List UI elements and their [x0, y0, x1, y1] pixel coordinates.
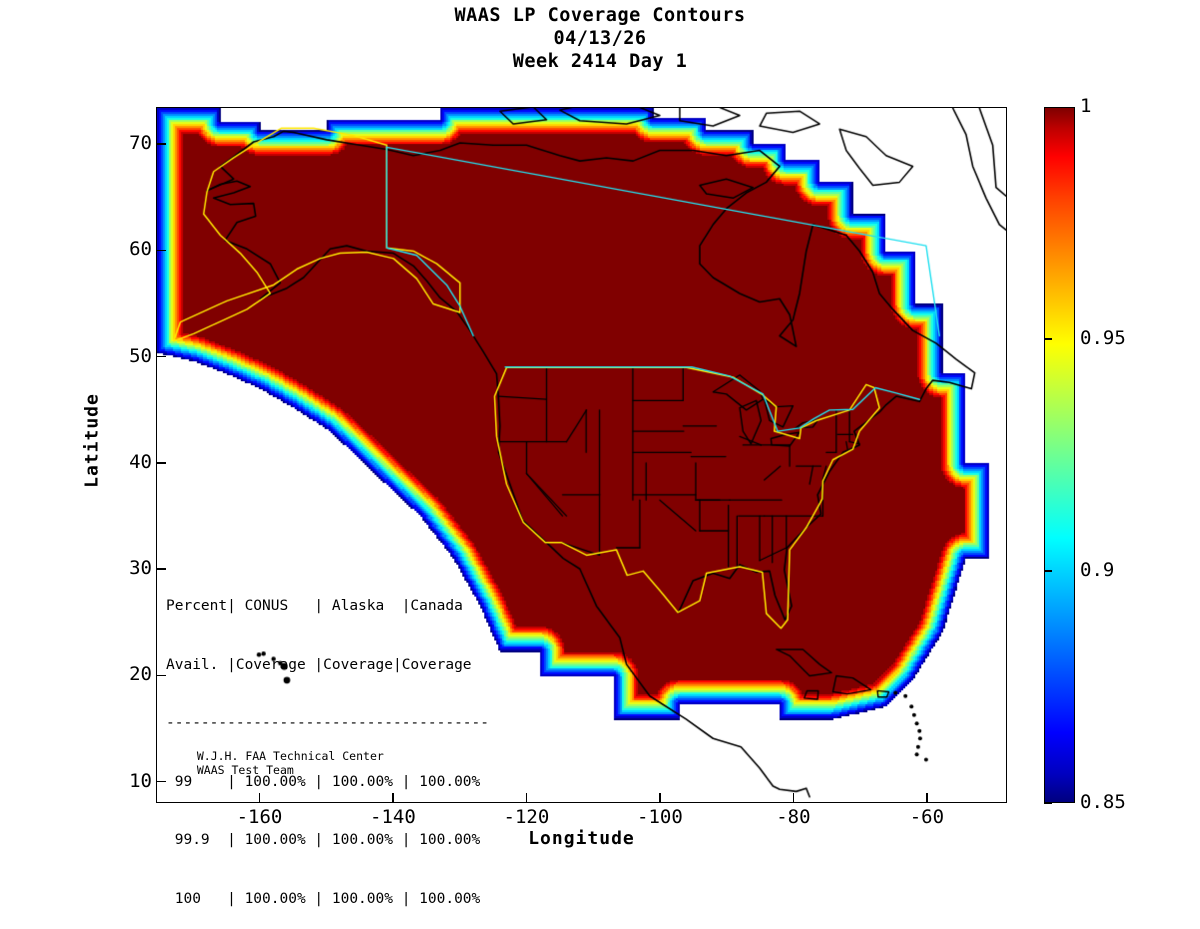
table-row: 99 | 100.00% | 100.00% | 100.00%: [166, 773, 481, 790]
y-axis-tick: [157, 462, 166, 464]
credit-line-1: W.J.H. FAA Technical Center: [196, 749, 384, 763]
y-axis-tick: [157, 674, 166, 677]
x-axis-tick-label: -140: [370, 806, 416, 828]
colorbar-tick-label: 0.9: [1080, 559, 1115, 581]
x-axis-tick-label: -120: [503, 806, 550, 828]
y-axis-tick: [157, 249, 166, 252]
title-block: WAAS LP Coverage Contours 04/13/26 Week …: [0, 4, 1200, 73]
y-axis-tick-label: 30: [129, 557, 152, 580]
table-header-row-2: Avail. |Coverage |Coverage|Coverage: [166, 656, 472, 673]
colorbar-gradient: [1044, 107, 1075, 803]
colorbar-tick-label: 0.85: [1080, 791, 1126, 813]
y-axis-tick-label: 60: [129, 238, 152, 261]
x-axis-tick: [926, 793, 928, 802]
x-axis-tick: [659, 793, 661, 802]
y-axis-tick: [157, 568, 166, 570]
x-axis-tick: [525, 793, 528, 802]
colorbar-tick: [1044, 338, 1052, 340]
x-axis-tick: [258, 793, 261, 802]
title-week-day: Week 2414 Day 1: [512, 51, 688, 72]
table-header-row-1: Percent| CONUS | Alaska |Canada: [166, 598, 463, 614]
table-row: 99.9 | 100.00% | 100.00% | 100.00%: [166, 832, 481, 848]
title-date: 04/13/26: [553, 28, 647, 49]
x-axis-tick-label: -100: [637, 806, 683, 828]
x-axis-tick-label: -80: [776, 806, 811, 828]
x-axis-tick: [792, 793, 795, 802]
credit-text: W.J.H. FAA Technical Center WAAS Test Te…: [183, 735, 384, 777]
x-axis-tick: [392, 793, 394, 802]
y-axis-label: Latitude: [81, 393, 103, 488]
y-axis-tick-label: 10: [129, 769, 152, 792]
y-axis-tick-label: 50: [129, 344, 152, 367]
table-separator: -------------------------------------: [166, 715, 490, 731]
table-row: 100 | 100.00% | 100.00% | 100.00%: [166, 890, 481, 907]
y-axis-tick-label: 70: [129, 132, 152, 155]
colorbar-tick-label: 1: [1080, 95, 1092, 117]
y-axis-tick: [157, 780, 166, 783]
colorbar-tick: [1044, 802, 1052, 804]
x-axis-tick-label: -160: [236, 806, 283, 828]
colorbar-tick: [1044, 570, 1052, 572]
colorbar-tick-label: 0.95: [1080, 327, 1126, 349]
x-axis-label: Longitude: [528, 828, 635, 849]
y-axis-tick: [157, 143, 166, 145]
colorbar: [1044, 107, 1075, 803]
y-axis-tick-label: 40: [129, 450, 152, 473]
coverage-contour-canvas: [157, 108, 1006, 802]
y-axis-tick: [157, 355, 166, 358]
credit-line-2: WAAS Test Team: [196, 763, 294, 777]
x-axis-tick-label: -60: [909, 806, 945, 828]
page-title: WAAS LP Coverage Contours: [454, 5, 746, 26]
map-plot-area: [156, 107, 1007, 803]
y-axis-tick-label: 20: [129, 663, 152, 686]
